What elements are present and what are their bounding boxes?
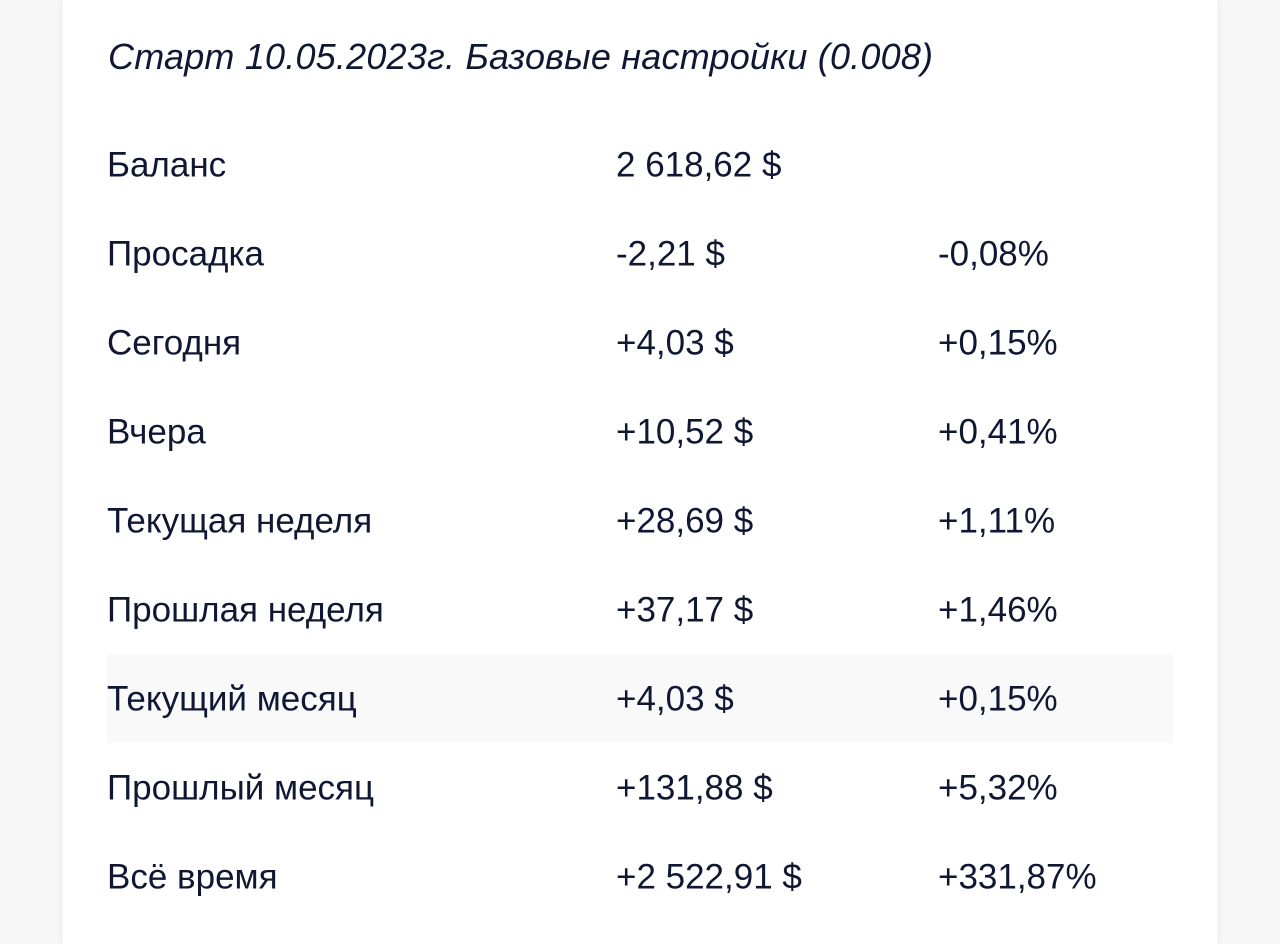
row-percent: +331,87% [938, 857, 1097, 896]
stats-row-current-week: Текущая неделя +28,69 $ +1,11% [107, 476, 1173, 565]
row-label: Текущая неделя [107, 501, 373, 540]
row-amount: +10,52 $ [616, 412, 754, 451]
stats-row-yesterday: Вчера +10,52 $ +0,41% [107, 387, 1173, 476]
stats-row-last-week: Прошлая неделя +37,17 $ +1,46% [107, 565, 1173, 654]
row-percent: +0,15% [938, 679, 1058, 718]
row-amount: +2 522,91 $ [616, 857, 802, 896]
row-percent: +0,15% [938, 323, 1058, 362]
row-percent: +1,46% [938, 590, 1058, 629]
row-amount: +28,69 $ [616, 501, 754, 540]
card-title: Старт 10.05.2023г. Базовые настройки (0.… [108, 36, 934, 77]
row-label: Баланс [107, 145, 227, 184]
stats-row-today: Сегодня +4,03 $ +0,15% [107, 298, 1173, 387]
row-label: Текущий месяц [107, 679, 357, 718]
stats-row-current-month: Текущий месяц +4,03 $ +0,15% [107, 654, 1173, 743]
row-label: Сегодня [107, 323, 242, 362]
row-amount: +4,03 $ [616, 323, 734, 362]
row-amount: +131,88 $ [616, 768, 773, 807]
stats-row-all-time: Всё время +2 522,91 $ +331,87% [107, 832, 1173, 921]
row-amount: +37,17 $ [616, 590, 754, 629]
row-label: Прошлый месяц [107, 768, 375, 807]
row-amount: +4,03 $ [616, 679, 734, 718]
row-percent: +0,41% [938, 412, 1058, 451]
stats-row-balance: Баланс 2 618,62 $ [107, 120, 1173, 209]
row-label: Вчера [107, 412, 206, 451]
row-percent: +1,11% [938, 501, 1056, 540]
stats-row-drawdown: Просадка -2,21 $ -0,08% [107, 209, 1173, 298]
row-amount: 2 618,62 $ [616, 145, 782, 184]
row-label: Прошлая неделя [107, 590, 384, 629]
row-label: Просадка [107, 234, 265, 273]
stats-card: Старт 10.05.2023г. Базовые настройки (0.… [62, 0, 1218, 944]
row-amount: -2,21 $ [616, 234, 725, 273]
stats-row-last-month: Прошлый месяц +131,88 $ +5,32% [107, 743, 1173, 832]
row-label: Всё время [107, 857, 278, 896]
row-percent: -0,08% [938, 234, 1049, 273]
row-percent: +5,32% [938, 768, 1058, 807]
stats-table: Баланс 2 618,62 $ Просадка -2,21 $ -0,08… [107, 120, 1173, 921]
